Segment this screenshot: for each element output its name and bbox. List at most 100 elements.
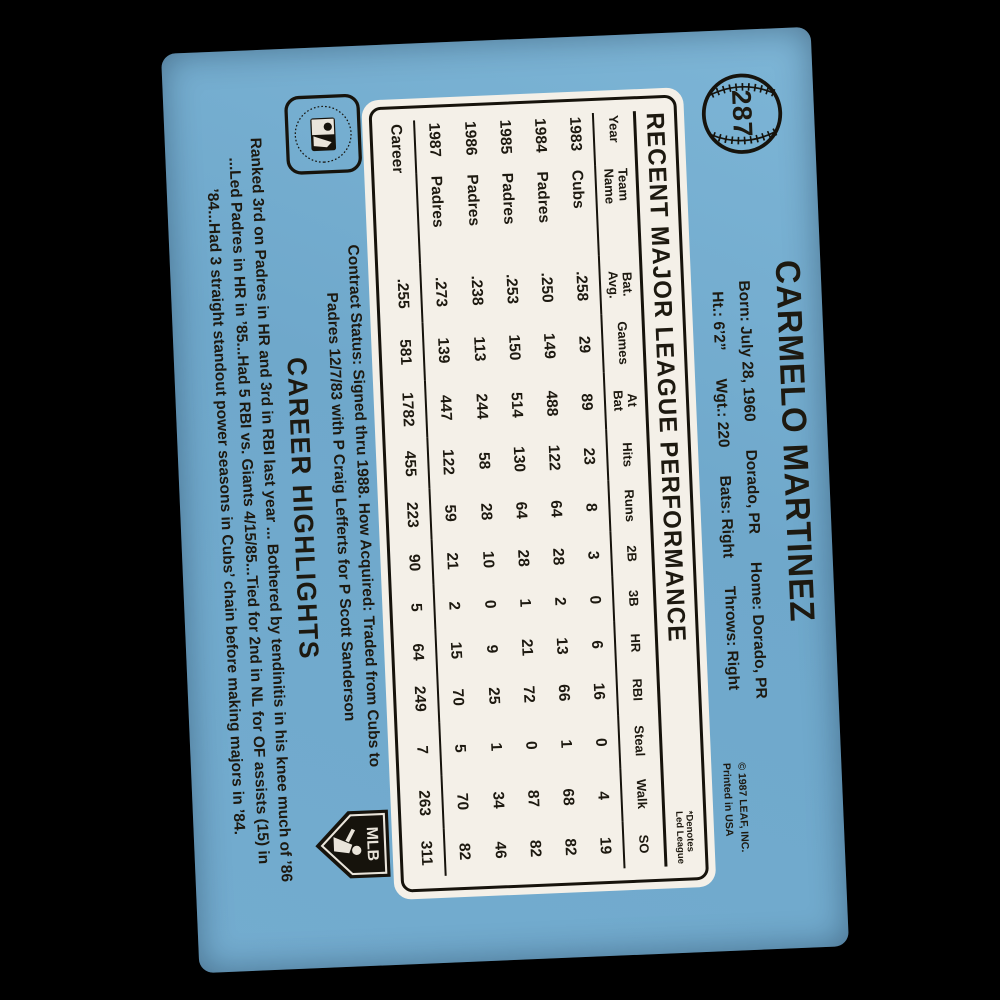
stat-cell: 72 xyxy=(519,685,538,704)
stat-cell: 70 xyxy=(453,792,472,811)
stats-header-runs: Runs xyxy=(608,479,651,533)
denotes-line: Led League xyxy=(673,810,687,865)
stat-cell: 82 xyxy=(526,839,544,858)
stat-cell: 82 xyxy=(561,838,579,857)
stat-cell: 0 xyxy=(521,740,540,751)
stat-cell: 6 xyxy=(588,639,606,650)
stat-cell: 2 xyxy=(445,601,463,611)
stat-cell: Padres xyxy=(463,173,483,227)
stat-cell: .255 xyxy=(383,263,423,325)
stats-header-2b: 2B xyxy=(610,530,653,577)
stat-cell: .250 xyxy=(537,272,556,303)
stat-cell: 514 xyxy=(507,391,526,419)
stat-cell: 4 xyxy=(594,790,613,801)
stat-cell: 59 xyxy=(441,504,459,523)
stat-cell: 28 xyxy=(476,502,495,521)
stat-cell: 1 xyxy=(556,739,575,749)
stat-cell: Career xyxy=(377,120,417,176)
stat-cell: 1 xyxy=(515,598,534,608)
stat-cell: Padres xyxy=(533,171,553,224)
bio-field: Bats: Right xyxy=(716,475,737,559)
stat-cell xyxy=(379,173,421,265)
stat-cell: 21 xyxy=(517,638,536,657)
stat-cell: 16 xyxy=(590,682,608,701)
stat-cell: 311 xyxy=(406,828,446,878)
mlbpa-logo-icon xyxy=(284,93,362,175)
stat-cell: 19 xyxy=(596,836,615,855)
stats-header-at: At Bat xyxy=(604,370,647,430)
stat-cell: 447 xyxy=(436,394,455,422)
stat-cell: 64 xyxy=(511,501,530,520)
stat-cell: 29 xyxy=(575,335,594,354)
stat-cell: 223 xyxy=(392,488,432,542)
stat-cell: 64 xyxy=(398,628,438,676)
stat-cell: 139 xyxy=(434,337,453,364)
stat-cell: 21 xyxy=(443,552,461,571)
stat-cell: 263 xyxy=(404,775,444,831)
stat-cell: 46 xyxy=(490,841,509,860)
stat-cell: 455 xyxy=(390,437,430,491)
stat-cell: 0 xyxy=(586,595,604,605)
copyright-notice: © 1987 LEAF, INC. Printed in USA xyxy=(719,762,752,853)
baseball-card-back: 287 CARMELO MARTINEZ Born: July 28, 1960… xyxy=(161,26,849,974)
stat-cell: 5 xyxy=(396,584,436,631)
stats-header-year: Year xyxy=(593,111,636,167)
stat-cell: .238 xyxy=(467,275,486,306)
mlb-logo: MLB xyxy=(309,801,396,888)
stat-cell: .273 xyxy=(431,276,450,308)
denotes-led-league-note: *Denotes Led League xyxy=(673,811,696,865)
stats-header-rbi: RBI xyxy=(616,664,659,716)
bio-field: Wgt.: 220 xyxy=(712,378,732,448)
stat-cell: 150 xyxy=(504,334,523,361)
mlb-logo-icon: MLB xyxy=(315,809,391,879)
stat-cell: Cubs xyxy=(568,169,588,209)
stat-cell: 581 xyxy=(385,322,426,382)
stats-header-walk: Walk xyxy=(620,766,663,822)
stat-cell: 66 xyxy=(554,683,573,702)
stat-cell: 28 xyxy=(548,547,567,566)
stat-cell: 3 xyxy=(584,550,602,560)
stat-cell: 23 xyxy=(580,447,598,466)
stat-cell: 1986 xyxy=(460,120,480,156)
stat-cell: 7 xyxy=(402,722,442,778)
stat-cell: 130 xyxy=(509,445,528,473)
stat-cell: 34 xyxy=(488,791,507,809)
stat-cell: 90 xyxy=(394,539,434,586)
stat-cell: .253 xyxy=(502,273,521,305)
stat-cell: 1985 xyxy=(495,119,515,155)
stat-cell: 1984 xyxy=(530,117,550,154)
stat-cell: 64 xyxy=(546,499,565,518)
stats-header-team: Team Name xyxy=(595,164,639,256)
stats-header-3b: 3B xyxy=(612,575,655,622)
stat-cell: 13 xyxy=(552,637,571,656)
bio-field: Dorado, PR xyxy=(742,449,763,535)
stat-cell: 5 xyxy=(451,743,469,753)
stats-panel: RECENT MAJOR LEAGUE PERFORMANCE *Denotes… xyxy=(361,87,717,900)
stat-cell: 1 xyxy=(486,742,505,752)
stat-cell: 25 xyxy=(484,686,503,705)
stat-cell: 0 xyxy=(480,599,499,609)
stat-cell: 87 xyxy=(523,789,542,808)
stat-cell: 15 xyxy=(447,641,465,660)
stats-panel-frame: RECENT MAJOR LEAGUE PERFORMANCE *Denotes… xyxy=(368,94,710,893)
stat-cell: 9 xyxy=(482,644,501,654)
bio-field: Ht.: 6’2” xyxy=(708,290,728,352)
stats-header-so: SO xyxy=(622,819,665,869)
stat-cell: 1782 xyxy=(387,380,428,440)
bio-field: Throws: Right xyxy=(720,585,743,691)
stat-cell: 8 xyxy=(582,502,600,512)
stat-cell: 70 xyxy=(448,688,467,707)
stat-cell: 488 xyxy=(542,390,561,417)
stat-cell: 2 xyxy=(550,596,569,607)
mlbpa-logo xyxy=(283,92,364,177)
stats-header-hr: HR xyxy=(614,619,657,667)
stat-cell: 68 xyxy=(558,788,577,807)
stat-cell: 122 xyxy=(438,448,458,476)
stat-cell: 1983 xyxy=(566,116,585,152)
player-name: CARMELO MARTINEZ xyxy=(768,259,823,623)
stat-cell: 28 xyxy=(513,549,532,568)
baseball-icon xyxy=(701,73,783,154)
stats-header-steal: Steal xyxy=(618,713,661,769)
stat-cell: Padres xyxy=(427,175,447,228)
